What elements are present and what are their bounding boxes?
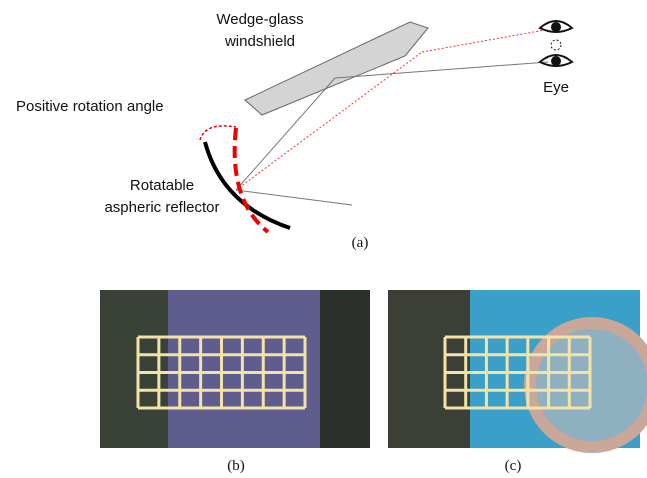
eye-icon (540, 21, 572, 66)
panel-label: (c) (505, 458, 522, 474)
photo-c (388, 290, 647, 448)
windshield-label: windshield (224, 33, 295, 50)
panel-label: (a) (352, 235, 369, 251)
ray (236, 190, 352, 205)
rotation-arc (200, 126, 236, 140)
reflector-label: Rotatable (130, 177, 194, 194)
eye-label: Eye (543, 79, 569, 96)
rotation-label: Positive rotation angle (16, 98, 164, 115)
reflector-label: aspheric reflector (104, 199, 219, 216)
windshield-label: Wedge-glass (216, 11, 303, 28)
photo-b (100, 290, 370, 448)
ray-red (422, 30, 545, 52)
panel-label: (b) (227, 458, 245, 474)
figure: Wedge-glass windshield Eye Positive rota… (0, 0, 647, 478)
